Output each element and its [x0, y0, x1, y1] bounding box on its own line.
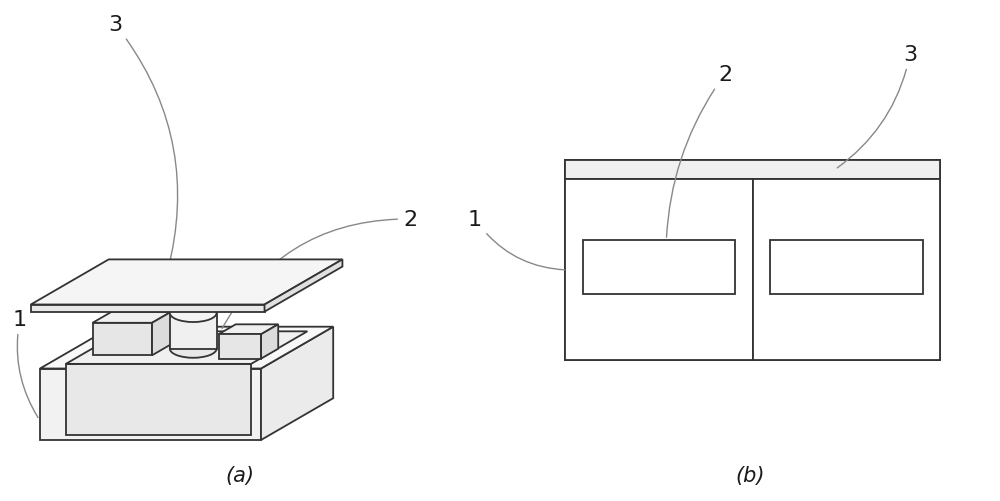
Polygon shape — [66, 332, 307, 364]
Polygon shape — [40, 369, 261, 440]
Polygon shape — [219, 325, 278, 335]
Polygon shape — [66, 364, 251, 435]
Polygon shape — [93, 323, 152, 356]
Text: 1: 1 — [468, 209, 565, 271]
Ellipse shape — [170, 340, 217, 358]
Text: 3: 3 — [108, 15, 178, 271]
Polygon shape — [219, 335, 261, 359]
Bar — [582, 240, 735, 295]
Polygon shape — [31, 260, 342, 305]
Bar — [565, 161, 940, 180]
Text: 1: 1 — [13, 310, 38, 418]
Polygon shape — [261, 325, 278, 359]
Text: 3: 3 — [837, 45, 917, 168]
Text: (b): (b) — [735, 465, 765, 485]
Bar — [753, 180, 940, 360]
Bar — [565, 161, 940, 360]
Ellipse shape — [170, 304, 217, 322]
Polygon shape — [40, 327, 333, 369]
Text: 2: 2 — [667, 65, 732, 238]
Bar — [770, 240, 922, 295]
Polygon shape — [31, 305, 265, 312]
Polygon shape — [265, 260, 342, 312]
Polygon shape — [152, 312, 171, 356]
Text: (a): (a) — [226, 465, 254, 485]
Polygon shape — [93, 312, 171, 323]
Text: 2: 2 — [222, 209, 417, 329]
Polygon shape — [170, 313, 217, 349]
Bar — [565, 180, 753, 360]
Polygon shape — [261, 327, 333, 440]
